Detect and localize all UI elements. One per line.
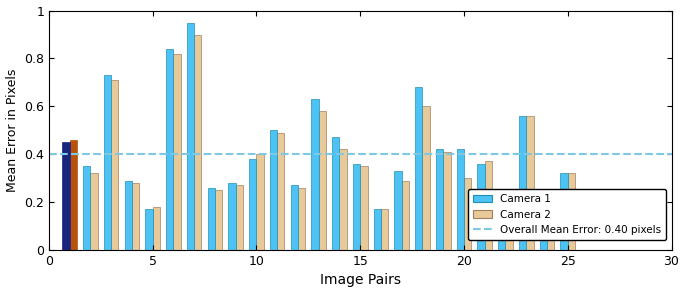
Bar — [395, 171, 401, 250]
Bar — [519, 116, 526, 250]
Bar — [70, 140, 77, 250]
Bar — [249, 159, 256, 250]
Bar — [423, 106, 429, 250]
Bar — [298, 188, 306, 250]
Bar — [153, 207, 160, 250]
Bar — [415, 87, 423, 250]
Bar — [208, 188, 215, 250]
Bar — [381, 209, 388, 250]
Bar — [104, 75, 111, 250]
Bar — [111, 80, 119, 250]
Bar — [312, 99, 319, 250]
Bar — [443, 152, 451, 250]
Bar — [360, 166, 367, 250]
Legend: Camera 1, Camera 2, Overall Mean Error: 0.40 pixels: Camera 1, Camera 2, Overall Mean Error: … — [468, 189, 667, 240]
Bar — [195, 35, 201, 250]
Bar — [62, 142, 70, 250]
Bar — [187, 23, 195, 250]
Bar — [457, 149, 464, 250]
Bar — [436, 149, 443, 250]
Bar — [353, 164, 360, 250]
Bar — [132, 183, 139, 250]
Bar — [498, 236, 506, 250]
Bar — [506, 236, 513, 250]
Bar — [540, 236, 547, 250]
Bar — [319, 111, 326, 250]
Bar — [560, 173, 568, 250]
Bar — [270, 130, 277, 250]
Bar — [374, 209, 381, 250]
Bar — [568, 173, 575, 250]
Bar — [229, 183, 236, 250]
Bar — [125, 180, 132, 250]
Bar — [464, 178, 471, 250]
Bar — [166, 49, 173, 250]
Y-axis label: Mean Error in Pixels: Mean Error in Pixels — [5, 69, 18, 192]
Bar — [215, 190, 222, 250]
Bar — [477, 164, 485, 250]
Bar — [277, 133, 284, 250]
Bar — [256, 154, 264, 250]
Bar — [332, 137, 340, 250]
Bar — [547, 236, 554, 250]
Bar — [526, 116, 534, 250]
Bar — [236, 185, 243, 250]
Bar — [485, 161, 492, 250]
Bar — [83, 166, 90, 250]
Bar — [90, 173, 98, 250]
Bar — [340, 149, 347, 250]
X-axis label: Image Pairs: Image Pairs — [320, 273, 401, 287]
Bar — [145, 209, 153, 250]
Bar — [401, 180, 409, 250]
Bar — [290, 185, 298, 250]
Bar — [173, 54, 181, 250]
